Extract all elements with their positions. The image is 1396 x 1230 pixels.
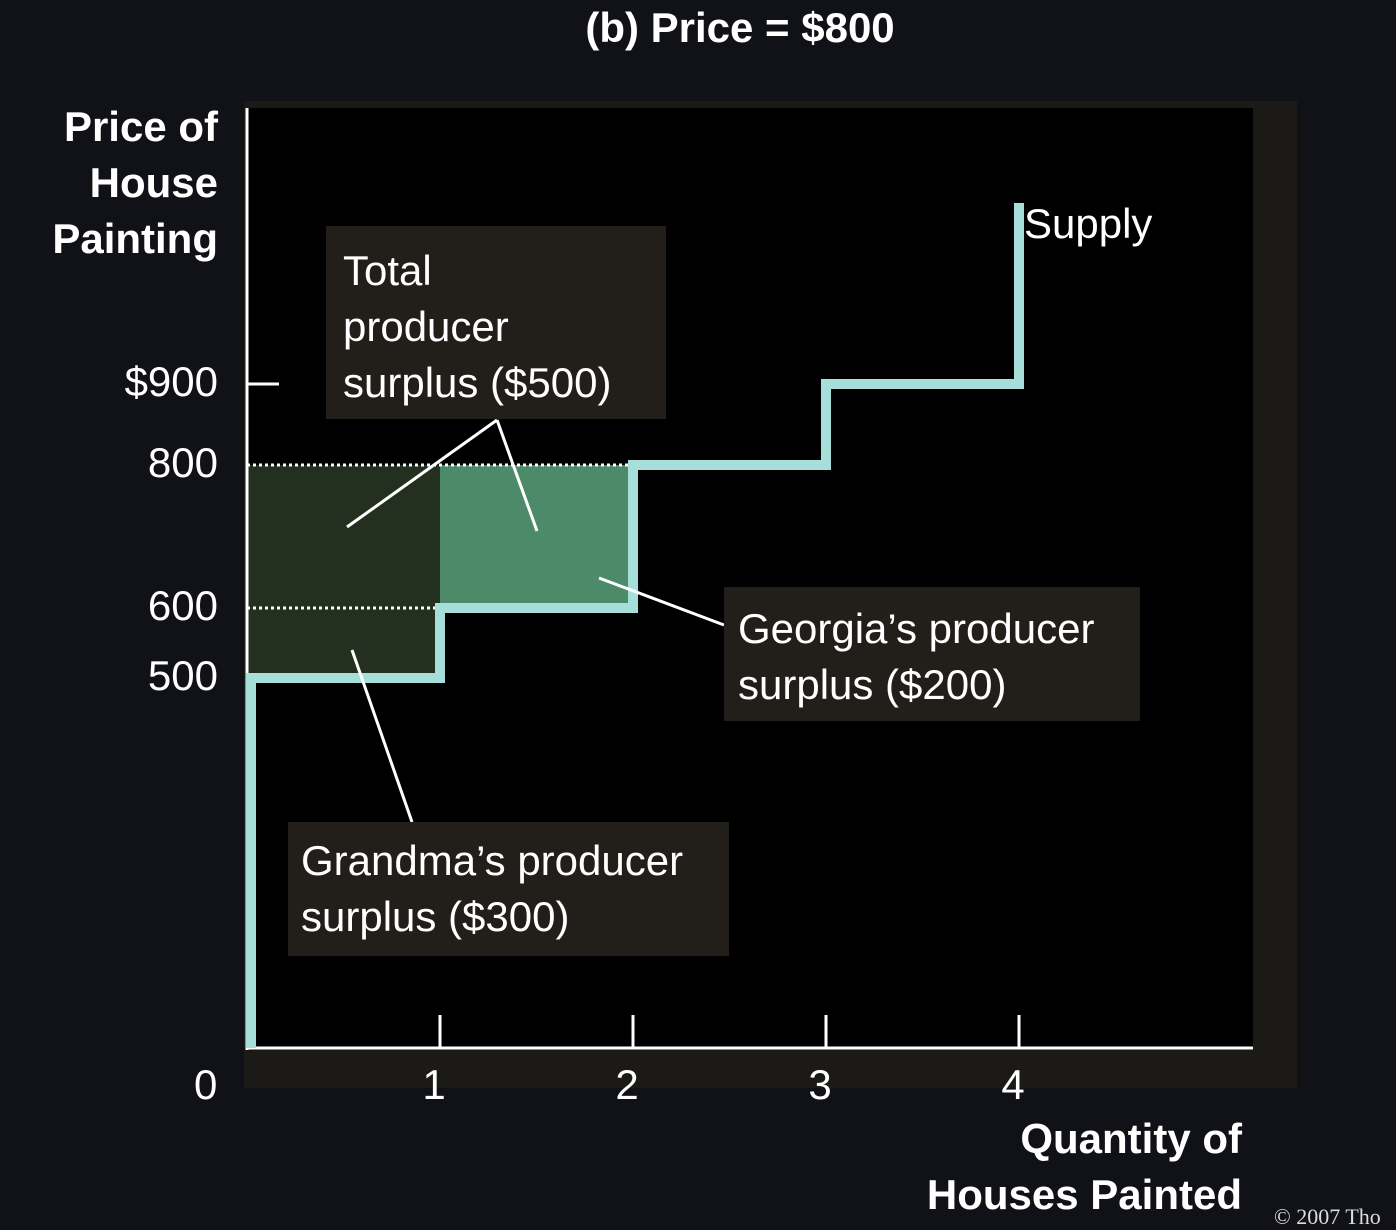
annotation-line: Grandma’s producer bbox=[301, 837, 684, 884]
y-axis-label-line: Price of bbox=[63, 103, 218, 150]
annotation-line: Georgia’s producer bbox=[738, 605, 1095, 652]
annotation-leader-line bbox=[495, 419, 539, 532]
y-axis-label-line: House bbox=[89, 159, 218, 206]
surplus-region bbox=[247, 465, 440, 678]
origin-label: 0 bbox=[194, 1061, 218, 1108]
supply-label: Supply bbox=[1024, 200, 1152, 247]
annotation-line: producer bbox=[343, 303, 509, 350]
annotation-leader-line bbox=[598, 576, 725, 627]
grandma-surplus-annotation: Grandma’s producer surplus ($300) bbox=[288, 822, 729, 956]
x-tick-label: 2 bbox=[615, 1061, 639, 1108]
x-axis-label-line: Quantity of bbox=[1020, 1115, 1242, 1162]
x-tick-label: 4 bbox=[1001, 1061, 1025, 1108]
total-surplus-annotation: Total producer surplus ($500) bbox=[326, 226, 666, 419]
annotation-leader-line bbox=[350, 649, 414, 823]
y-axis-label: Price of House Painting bbox=[20, 99, 218, 267]
annotation-leader-line bbox=[346, 418, 498, 529]
x-tick-label: 1 bbox=[422, 1061, 446, 1108]
x-axis-label: Quantity of Houses Painted bbox=[860, 1111, 1242, 1223]
annotation-line: surplus ($200) bbox=[738, 661, 1007, 708]
georgia-surplus-annotation: Georgia’s producer surplus ($200) bbox=[724, 587, 1140, 721]
y-tick-label: $900 bbox=[124, 358, 218, 405]
annotation-line: surplus ($300) bbox=[301, 893, 570, 940]
y-tick-label: 500 bbox=[147, 652, 218, 699]
copyright-notice: © 2007 Tho bbox=[1274, 1204, 1381, 1229]
y-tick-label: 600 bbox=[147, 582, 218, 629]
chart-title: (b) Price = $800 bbox=[585, 4, 895, 51]
supply-curve bbox=[246, 203, 1024, 1048]
y-axis-label-line: Painting bbox=[52, 215, 218, 262]
y-tick-label: 800 bbox=[147, 439, 218, 486]
x-tick-label: 3 bbox=[808, 1061, 832, 1108]
annotation-line: Total bbox=[343, 247, 432, 294]
surplus-region bbox=[440, 465, 633, 608]
annotation-line: surplus ($500) bbox=[343, 359, 612, 406]
x-axis-label-line: Houses Painted bbox=[926, 1171, 1242, 1218]
